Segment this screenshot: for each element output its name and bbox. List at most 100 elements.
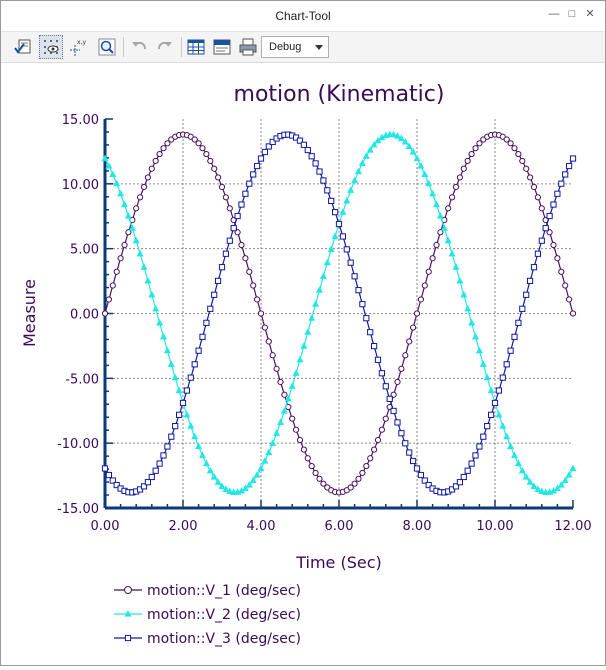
square-marker [562,171,569,178]
circle-marker [273,365,280,372]
triangle-marker [261,457,269,464]
square-marker [491,399,499,407]
circle-marker [530,183,538,191]
square-marker [168,433,175,440]
triangle-marker [253,471,261,478]
square-marker [495,387,502,394]
chart-svg: motion (Kinematic) 15.00 10.00 5.00 0.00 -5.… [20,82,592,647]
triangle-marker [117,189,125,197]
triangle-marker [425,179,433,187]
circle-marker [437,229,444,236]
circle-marker [569,310,577,317]
circle-marker [211,165,218,172]
chart-legend: motion::V_1 (deg/sec)motion::V_2 (deg/se… [114,583,301,647]
triangle-marker [440,224,448,231]
circle-marker [215,174,222,181]
square-marker [316,168,323,175]
maximize-icon[interactable]: □ [568,8,576,20]
square-marker [394,419,401,426]
square-marker [374,356,382,363]
square-marker [456,479,463,486]
print-button[interactable] [236,35,260,59]
text-export-button[interactable] [210,35,234,59]
undo-button[interactable] [127,35,151,59]
circle-marker [133,205,140,212]
xy-coordinates-button[interactable]: x,y [67,35,91,59]
circle-marker [378,426,385,433]
triangle-marker [483,373,491,381]
square-marker [101,465,109,472]
triangle-marker [464,304,472,312]
triangle-marker [195,442,203,450]
triangle-marker [120,200,129,208]
square-marker [534,250,541,257]
zoom-button[interactable] [95,35,119,59]
triangle-marker [144,276,152,284]
triangle-marker [226,487,234,495]
circle-marker [289,415,296,422]
circle-marker [359,469,366,477]
square-marker [472,452,479,459]
circle-marker [460,165,467,172]
square-marker [242,190,249,197]
circle-marker [410,324,417,331]
triangle-marker [327,245,335,252]
redo-button[interactable] [153,35,177,59]
square-marker [300,141,307,148]
triangle-marker [343,196,351,204]
square-marker [359,301,366,308]
triangle-marker [538,487,546,495]
circle-marker [222,194,229,201]
circle-marker [152,157,159,165]
close-icon[interactable]: ✕ [585,8,595,20]
triangle-marker [390,130,398,138]
square-marker [304,146,311,154]
circle-marker [226,205,233,212]
square-marker [367,329,374,336]
triangle-marker [514,459,522,467]
check-list-button[interactable] [11,35,35,59]
series-1 [101,131,577,496]
circle-marker [117,255,124,262]
triangle-marker [452,263,460,270]
circle-marker [452,183,460,191]
x-axis-label: Time (Sec) [295,553,382,572]
circle-marker [472,145,479,152]
triangle-marker [565,471,573,478]
triangle-marker [304,328,312,335]
square-marker [480,433,487,440]
square-marker [308,153,315,160]
circle-marker [511,145,518,152]
table-button[interactable] [184,35,208,59]
triangle-marker [518,466,526,474]
xy-coordinates-icon: x,y [70,39,86,56]
square-marker [176,411,183,418]
triangle-marker [397,134,405,142]
mode-dropdown[interactable]: Debug [261,36,329,58]
circle-marker [406,338,413,345]
triangle-marker [557,481,565,488]
square-marker [183,387,191,394]
x-tick-label: 8.00 [403,519,432,534]
triangle-marker [101,154,109,162]
square-marker [519,305,526,312]
svg-text:x,y: x,y [77,39,86,46]
minimize-icon[interactable]: — [548,8,560,20]
square-marker [558,180,565,187]
circle-marker [199,145,206,152]
triangle-marker [331,232,339,240]
square-marker [187,374,194,381]
x-tick-label: 6.00 [325,519,354,534]
square-marker [566,162,573,170]
triangle-marker [140,263,148,270]
circle-marker [523,165,530,172]
square-marker [250,171,257,178]
triangle-marker [128,224,136,231]
square-marker [215,277,222,284]
circle-marker [527,174,534,181]
square-marker [199,333,206,340]
square-marker [144,479,152,486]
circle-marker [371,446,378,453]
grid-toggle-button[interactable] [39,35,63,59]
square-marker [339,233,346,240]
